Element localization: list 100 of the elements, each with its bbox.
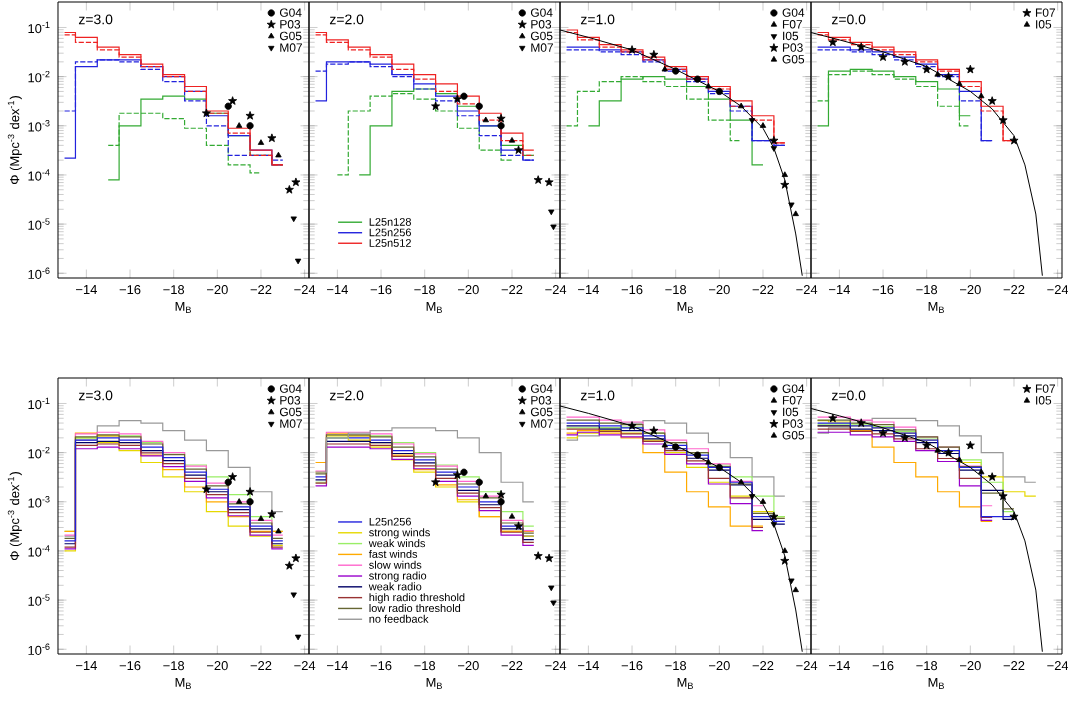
point: [693, 75, 702, 83]
point: [769, 511, 779, 521]
point: [246, 122, 254, 130]
point: [201, 484, 211, 494]
point: [460, 468, 468, 476]
point: [770, 146, 778, 152]
point: [544, 177, 554, 187]
point: [978, 468, 985, 475]
point: [246, 498, 254, 506]
point: [900, 433, 910, 442]
point: [769, 135, 779, 145]
point: [544, 553, 554, 563]
point: [452, 470, 462, 479]
point: [224, 102, 232, 110]
point: [900, 57, 910, 66]
point: [257, 139, 265, 145]
point: [956, 80, 963, 86]
point: [934, 447, 941, 453]
point: [738, 478, 745, 485]
point: [759, 122, 767, 128]
point: [934, 71, 941, 77]
point: [275, 151, 282, 158]
point: [291, 553, 301, 563]
point: [224, 478, 232, 486]
point: [998, 115, 1008, 125]
point: [672, 67, 680, 75]
point: [828, 37, 838, 47]
point: [550, 600, 557, 607]
point: [508, 513, 516, 519]
point: [965, 64, 975, 74]
point: [548, 585, 555, 592]
point: [770, 522, 778, 528]
point: [235, 498, 243, 504]
point: [781, 547, 788, 553]
point: [267, 133, 277, 143]
point: [705, 82, 712, 89]
point: [715, 463, 723, 472]
point: [759, 498, 767, 504]
point: [496, 489, 506, 499]
point: [987, 96, 997, 105]
point: [514, 521, 524, 530]
point: [705, 458, 712, 465]
point: [922, 64, 932, 74]
point: [228, 96, 238, 105]
point: [878, 428, 888, 437]
point: [284, 561, 294, 570]
point: [452, 94, 462, 103]
point: [431, 477, 441, 487]
point: [998, 491, 1008, 501]
point: [533, 175, 543, 184]
point: [475, 102, 483, 110]
point: [693, 451, 702, 459]
point: [475, 478, 483, 486]
point: [661, 65, 668, 72]
point: [497, 122, 505, 130]
point: [715, 87, 723, 96]
point: [780, 180, 790, 189]
point: [956, 456, 963, 462]
point: [290, 216, 297, 223]
point: [482, 116, 489, 123]
point: [781, 171, 788, 177]
point: [788, 202, 795, 209]
point: [978, 92, 985, 99]
point: [944, 71, 954, 81]
point: [482, 492, 489, 499]
point: [291, 177, 301, 187]
point: [792, 210, 799, 217]
point: [497, 498, 505, 506]
point: [828, 413, 838, 423]
point: [748, 494, 756, 500]
point: [738, 102, 745, 109]
point: [922, 440, 932, 450]
point: [788, 578, 795, 585]
point: [294, 634, 302, 641]
point: [294, 258, 302, 265]
point: [965, 440, 975, 450]
point: [267, 509, 277, 519]
point: [661, 441, 668, 448]
point: [548, 209, 555, 216]
point: [496, 113, 506, 123]
point: [431, 101, 441, 111]
point: [672, 443, 680, 451]
point: [1009, 135, 1019, 145]
point: [627, 45, 637, 54]
point: [533, 551, 543, 560]
point: [649, 425, 659, 435]
point: [201, 108, 211, 118]
point: [257, 515, 265, 521]
point: [792, 586, 799, 593]
point: [514, 145, 524, 154]
point: [290, 592, 297, 599]
point: [780, 556, 790, 565]
point: [245, 111, 255, 120]
point: [460, 92, 468, 100]
point: [649, 49, 659, 59]
point: [878, 52, 888, 61]
point: [550, 224, 557, 231]
point: [856, 42, 866, 51]
point: [987, 472, 997, 481]
point: [944, 447, 954, 457]
